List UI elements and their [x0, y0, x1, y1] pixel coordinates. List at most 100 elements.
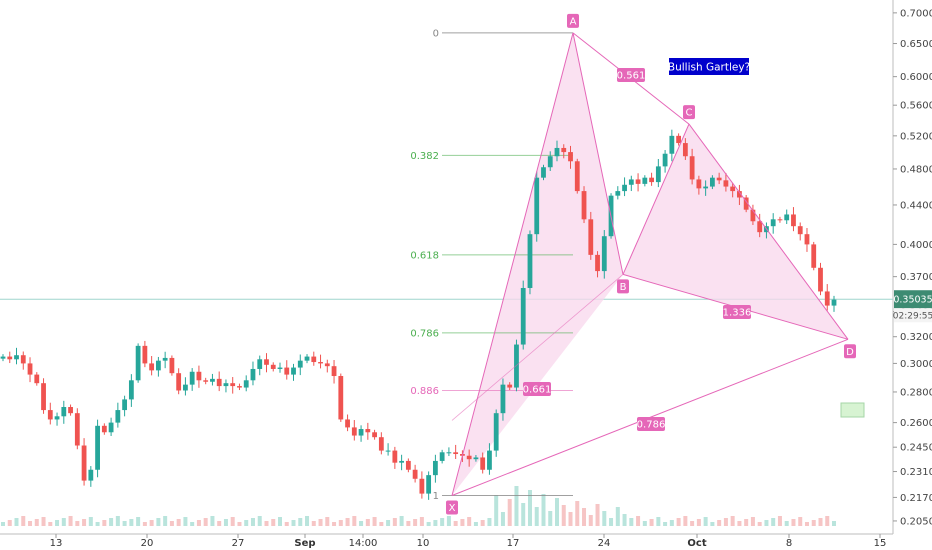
x-tick-label: Oct [687, 538, 706, 549]
volume-bar [41, 517, 46, 526]
candle-body [818, 267, 823, 292]
candle-body [95, 425, 100, 470]
candle-body [270, 364, 276, 369]
candle-body [568, 152, 573, 162]
candle-body [588, 219, 594, 255]
annotation-text: Bullish Gartley? [668, 62, 750, 74]
candle-body [723, 180, 729, 187]
ratio-label: 0.661 [523, 385, 552, 396]
countdown-tag [894, 308, 932, 323]
volume-bar [203, 518, 208, 526]
volume-bar [683, 516, 688, 526]
x-tick-label: 24 [598, 538, 611, 549]
volume-bar [109, 518, 114, 526]
volume-bar [656, 517, 661, 526]
ratio-label: 1.336 [723, 308, 752, 319]
candle-body [331, 366, 337, 377]
volume-bar [615, 507, 620, 526]
volume-bar [183, 517, 188, 526]
pattern-line-cd [688, 123, 849, 340]
volume-bar [527, 490, 532, 526]
volume-bar [68, 516, 73, 526]
point-badge-a [567, 13, 579, 28]
volume-bar [696, 519, 701, 526]
candle-body [831, 299, 837, 306]
volume-bar [257, 516, 262, 526]
candle-body [176, 373, 182, 391]
candle-body [554, 147, 560, 157]
volume-bar [48, 522, 53, 526]
candle-body [142, 345, 148, 364]
candle-body [304, 356, 310, 361]
candle-body [372, 432, 377, 438]
volume-bar [136, 517, 141, 526]
volume-bar [305, 516, 310, 526]
candle-body [0, 356, 6, 359]
pattern-triangle-xab [452, 32, 623, 496]
volume-bar [548, 511, 553, 526]
point-badge-b [617, 279, 629, 294]
pattern-line-xb [451, 274, 624, 421]
fib-level-label: 0.786 [410, 328, 439, 339]
volume-bar [757, 522, 762, 526]
point-label-b: B [620, 282, 627, 293]
candle-body [628, 179, 634, 185]
x-tick-label: 10 [417, 538, 430, 549]
candle-body [730, 186, 736, 192]
volume-bar [1, 522, 5, 526]
candle-body [61, 407, 67, 417]
volume-bar [818, 518, 823, 526]
candle-body [392, 450, 398, 463]
volume-bar [723, 518, 728, 526]
volume-bar [156, 518, 161, 526]
candle-body [365, 429, 371, 433]
x-tick-label: 17 [507, 538, 520, 549]
candle-body [81, 445, 87, 481]
candle-body [487, 450, 492, 470]
volume-bar [791, 519, 796, 526]
volume-bar [196, 520, 201, 526]
volume-bar [75, 521, 80, 526]
candle-body [615, 191, 621, 196]
volume-bar [230, 517, 235, 526]
candle-body [14, 355, 19, 360]
candle-body [338, 376, 344, 420]
volume-bar [595, 504, 600, 526]
candle-body [561, 147, 567, 153]
candle-body [108, 422, 114, 433]
candle-body [716, 177, 722, 181]
candle-body [682, 143, 688, 157]
x-tick-label: 14:00 [349, 538, 378, 549]
volume-bar [345, 518, 350, 526]
point-badge-x [446, 500, 458, 515]
volume-bar [223, 519, 228, 526]
volume-bar [750, 517, 755, 526]
candle-body [74, 413, 80, 446]
volume-bar [811, 520, 816, 526]
volume-bar [588, 515, 593, 526]
volume-bar [372, 517, 377, 526]
volume-bar [413, 519, 418, 526]
candle-body [480, 457, 486, 470]
volume-bar [237, 522, 242, 526]
x-tick-label: 27 [232, 538, 245, 549]
volume-bar [284, 522, 289, 526]
volume-bar [264, 521, 269, 526]
candle-body [196, 371, 202, 381]
candle-body [297, 360, 303, 368]
fib-level-label: 0.886 [410, 386, 439, 397]
x-tick-label: 13 [50, 538, 63, 549]
ratio-badge [523, 382, 551, 396]
volume-bar [717, 520, 722, 526]
volume-bar [332, 522, 337, 526]
volume-bar [568, 512, 573, 526]
volume-bar [703, 517, 708, 526]
candle-body [183, 384, 188, 391]
candle-body [595, 254, 600, 272]
